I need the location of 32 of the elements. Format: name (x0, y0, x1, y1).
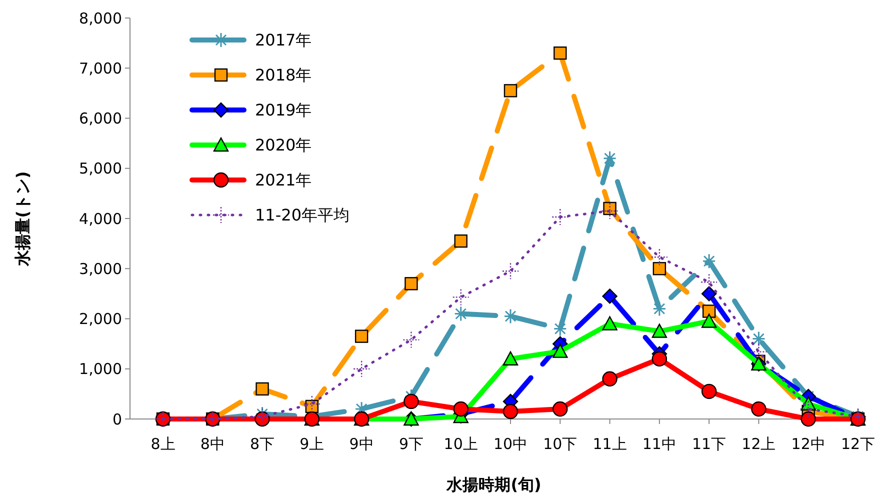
x-tick-label: 12下 (840, 435, 876, 453)
legend-label: 2021年 (255, 170, 312, 190)
x-tick-label: 9下 (398, 435, 424, 453)
legend-label: 2017年 (255, 30, 312, 50)
y-tick-label: 3,000 (79, 260, 122, 278)
x-tick-label: 12上 (742, 435, 776, 453)
legend-label: 2018年 (255, 66, 312, 85)
legend-label: 11-20年平均 (255, 206, 350, 225)
y-tick-label: 2,000 (79, 310, 122, 328)
y-tick-label: 0 (112, 410, 122, 428)
x-tick-label: 11中 (642, 435, 676, 453)
y-axis-title: 水揚量(トン) (13, 171, 32, 267)
x-axis-title: 水揚時期(旬) (446, 475, 542, 494)
y-tick-label: 1,000 (79, 360, 122, 378)
x-tick-label: 9上 (300, 435, 324, 453)
y-tick-label: 8,000 (79, 9, 122, 28)
y-tick-label: 4,000 (79, 210, 122, 228)
x-tick-label: 10下 (543, 435, 578, 453)
x-tick-label: 10中 (493, 435, 528, 453)
x-tick-label: 11上 (592, 435, 627, 453)
x-tick-label: 9中 (349, 435, 374, 453)
x-tick-label: 12中 (791, 435, 826, 453)
y-tick-label: 7,000 (79, 59, 122, 78)
legend-label: 2020年 (255, 136, 312, 155)
legend-label: 2019年 (255, 100, 312, 120)
x-tick-label: 8上 (150, 435, 176, 453)
x-tick-label: 8下 (250, 435, 275, 453)
x-tick-label: 8中 (200, 435, 225, 453)
y-tick-label: 5,000 (79, 160, 122, 178)
x-tick-label: 11下 (692, 435, 726, 453)
x-tick-label: 10上 (444, 435, 478, 453)
y-tick-label: 6,000 (79, 110, 122, 128)
